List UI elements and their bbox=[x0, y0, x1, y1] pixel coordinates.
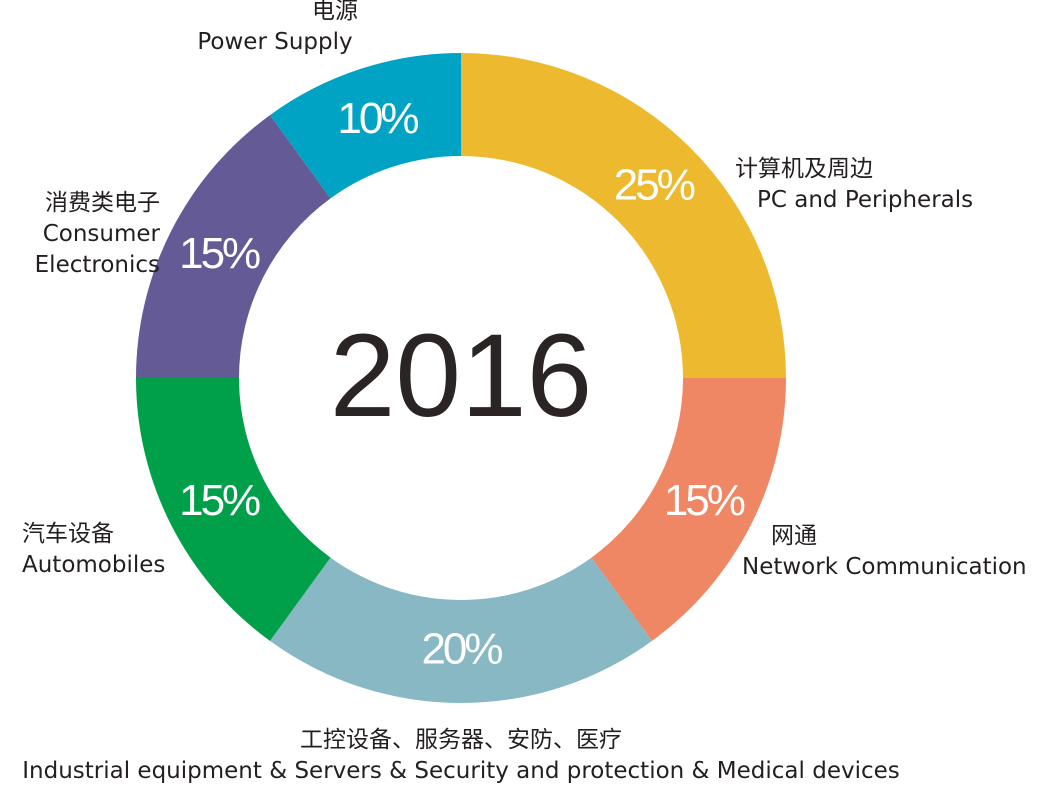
value-label: 10% bbox=[337, 94, 418, 143]
category-label-en: PC and Peripherals bbox=[757, 187, 974, 213]
donut-segment bbox=[591, 378, 786, 641]
value-label: 25% bbox=[614, 160, 695, 209]
category-label-en: Automobiles bbox=[22, 552, 166, 578]
category-label: 网通 Network Communication bbox=[742, 521, 1027, 583]
donut-segment bbox=[269, 557, 653, 703]
category-label-zh: 电源 bbox=[312, 0, 358, 24]
donut-segment bbox=[269, 53, 461, 199]
category-label: 电源 Power Supply bbox=[185, 0, 365, 58]
category-label: 计算机及周边 PC and Peripherals bbox=[735, 154, 973, 216]
category-label-en: Consumer Electronics bbox=[34, 221, 160, 278]
category-label: 汽车设备 Automobiles bbox=[22, 519, 165, 581]
category-label-zh: 网通 bbox=[771, 523, 817, 549]
donut-segment bbox=[136, 115, 331, 379]
category-label: 工控设备、服务器、安防、医疗 Industrial equipment & Ser… bbox=[0, 725, 922, 787]
category-label-en: Network Communication bbox=[742, 554, 1027, 580]
category-label-zh: 计算机及周边 bbox=[735, 156, 873, 182]
category-label-en: Industrial equipment & Servers & Securit… bbox=[22, 758, 900, 784]
donut-segment bbox=[136, 378, 331, 641]
category-label-zh: 工控设备、服务器、安防、医疗 bbox=[300, 727, 622, 753]
category-label: 消费类电子 Consumer Electronics bbox=[0, 188, 160, 281]
category-label-zh: 消费类电子 bbox=[45, 190, 160, 216]
value-label: 15% bbox=[179, 229, 260, 278]
donut-segment bbox=[461, 53, 786, 378]
category-label-zh: 汽车设备 bbox=[22, 521, 114, 547]
value-label: 15% bbox=[664, 476, 745, 525]
category-label-en: Power Supply bbox=[197, 29, 353, 55]
value-label: 20% bbox=[421, 625, 502, 674]
center-label: 2016 bbox=[330, 310, 593, 442]
value-label: 15% bbox=[179, 476, 260, 525]
